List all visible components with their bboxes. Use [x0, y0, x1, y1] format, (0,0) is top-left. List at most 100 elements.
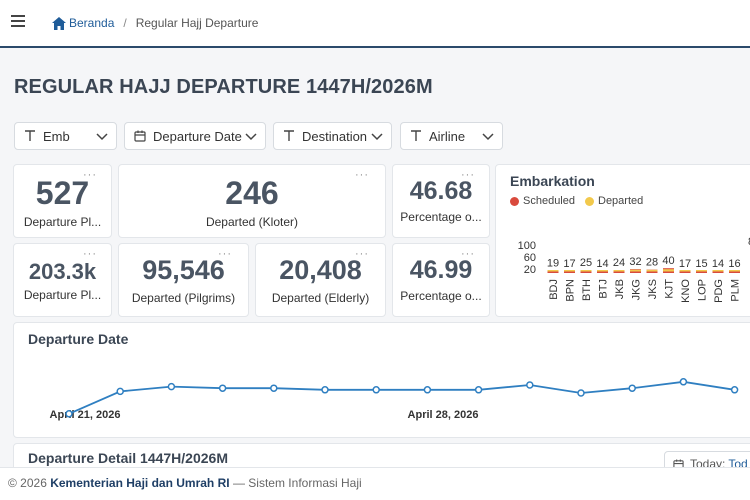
legend-dot-departed [585, 196, 594, 206]
bar-scheduled[interactable] [547, 270, 559, 273]
menu-icon[interactable] [11, 15, 25, 29]
breadcrumb-home-link[interactable]: Beranda [69, 16, 115, 30]
bar-data-label: 17 [563, 258, 575, 270]
kpi-card-departed-pilgrims: 95,546 Departed (Pilgrims) ··· [118, 243, 249, 317]
x-tick-label: LOP [697, 279, 709, 301]
bar-scheduled[interactable] [597, 271, 608, 273]
data-point[interactable] [526, 381, 534, 389]
kpi-value: 527 [35, 175, 90, 211]
bar-scheduled[interactable] [564, 270, 575, 273]
legend-dot-scheduled [510, 196, 519, 206]
series-line [68, 380, 735, 415]
bar-scheduled[interactable] [729, 271, 740, 273]
filter-departure-date-label: Departure Date [153, 128, 242, 144]
bar-scheduled[interactable] [613, 270, 625, 273]
departure-date-card: Departure Date April 21, 2026 April 28, … [13, 322, 750, 438]
x-tick-label: KJT [664, 279, 676, 299]
bar-departed[interactable] [679, 270, 691, 272]
bar-scheduled[interactable] [696, 271, 707, 273]
chevron-down-icon [96, 133, 108, 141]
calendar-icon [134, 130, 146, 142]
bar-data-label: 16 [728, 258, 740, 270]
kpi-card-departure-plan-pilgrims: 203.3k Departure Pl... ··· [13, 243, 112, 317]
text-icon [284, 130, 294, 141]
bar-departed[interactable] [564, 270, 575, 272]
embarkation-card: Embarkation Scheduled Departed 100 60 20… [495, 164, 750, 317]
footer-dash: — [232, 476, 245, 490]
data-point[interactable] [65, 410, 73, 418]
more-options-icon[interactable]: ··· [461, 248, 475, 260]
more-options-icon[interactable]: ··· [83, 248, 97, 260]
legend-label-scheduled: Scheduled [523, 195, 575, 207]
bar-scheduled[interactable] [679, 270, 691, 273]
legend-item-scheduled[interactable]: Scheduled [510, 195, 575, 207]
kpi-value: 46.68 [409, 177, 473, 205]
more-options-icon[interactable]: ··· [218, 248, 232, 260]
more-options-icon[interactable]: ··· [461, 169, 475, 181]
filter-emb[interactable]: Emb [14, 122, 117, 150]
bar-departed[interactable] [712, 270, 724, 272]
bar-scheduled[interactable] [712, 271, 724, 273]
more-options-icon[interactable]: ··· [355, 169, 369, 181]
filter-destination-label: Destination [302, 128, 368, 144]
x-tick-label: April 28, 2026 [408, 409, 479, 421]
kpi-label: Departure Pl... [23, 215, 102, 229]
data-point[interactable] [679, 378, 688, 386]
bar-data-label: 14 [596, 258, 608, 270]
bar-departed[interactable] [663, 269, 674, 272]
data-point[interactable] [474, 386, 483, 394]
legend-label-departed: Departed [598, 195, 644, 207]
kpi-card-percentage-kloter: 46.68 Percentage o... ··· [392, 164, 490, 238]
data-point[interactable] [321, 386, 329, 394]
bar-data-label: 24 [613, 257, 625, 269]
embarkation-chart: 100 60 20 8 19BDJ17BPN25BTH14BTJ24JKB32J… [518, 236, 750, 303]
kpi-card-departed-elderly: 20,408 Departed (Elderly) ··· [255, 243, 386, 317]
kpi-label: Percentage o... [400, 210, 482, 224]
bar-departed[interactable] [597, 270, 608, 272]
data-point[interactable] [218, 384, 227, 392]
y-tick-label: 60 [524, 252, 536, 264]
filter-airline[interactable]: Airline [400, 122, 503, 150]
bar-departed[interactable] [547, 270, 559, 272]
data-point[interactable] [116, 387, 124, 396]
data-point[interactable] [270, 384, 278, 392]
y-tick-label: 20 [524, 264, 536, 276]
x-tick-label: KNO [680, 279, 692, 303]
data-point[interactable] [628, 384, 636, 392]
footer: © 2026 Kementerian Haji dan Umrah RI — S… [0, 467, 750, 500]
bar-data-label: 40 [662, 255, 674, 267]
embarkation-legend: Scheduled Departed [510, 195, 653, 207]
chevron-down-icon [371, 133, 383, 141]
x-tick-label: BTJ [598, 279, 610, 299]
bar-departed[interactable] [613, 270, 625, 272]
departure-date-title: Departure Date [28, 331, 129, 347]
more-options-icon[interactable]: ··· [83, 169, 97, 181]
kpi-value: 203.3k [28, 259, 97, 284]
bar-departed[interactable] [580, 270, 592, 272]
bar-departed[interactable] [630, 269, 641, 272]
data-point[interactable] [730, 386, 739, 394]
filter-airline-label: Airline [429, 128, 466, 144]
kpi-label: Departed (Kloter) [205, 215, 299, 229]
legend-item-departed[interactable]: Departed [585, 195, 643, 207]
data-point[interactable] [372, 386, 380, 394]
bar-departed[interactable] [729, 270, 740, 272]
kpi-label: Departed (Elderly) [271, 291, 370, 305]
departure-date-chart: April 21, 2026 April 28, 2026 [50, 378, 739, 421]
bar-data-label: 28 [646, 257, 658, 269]
data-point[interactable] [167, 382, 176, 391]
filter-destination[interactable]: Destination [273, 122, 392, 150]
more-options-icon[interactable]: ··· [355, 248, 369, 260]
filter-departure-date[interactable]: Departure Date [124, 122, 266, 150]
text-icon [25, 130, 35, 141]
bar-departed[interactable] [646, 269, 658, 272]
data-point[interactable] [577, 389, 585, 397]
bar-departed[interactable] [696, 270, 707, 272]
breadcrumb-separator: / [123, 16, 127, 30]
kpi-label: Percentage o... [400, 289, 482, 303]
bar-data-label: 17 [679, 258, 691, 270]
x-tick-label: PDG [713, 279, 725, 303]
y-tick-label: 100 [518, 240, 536, 252]
chevron-down-icon [482, 133, 494, 141]
data-point[interactable] [423, 386, 432, 394]
